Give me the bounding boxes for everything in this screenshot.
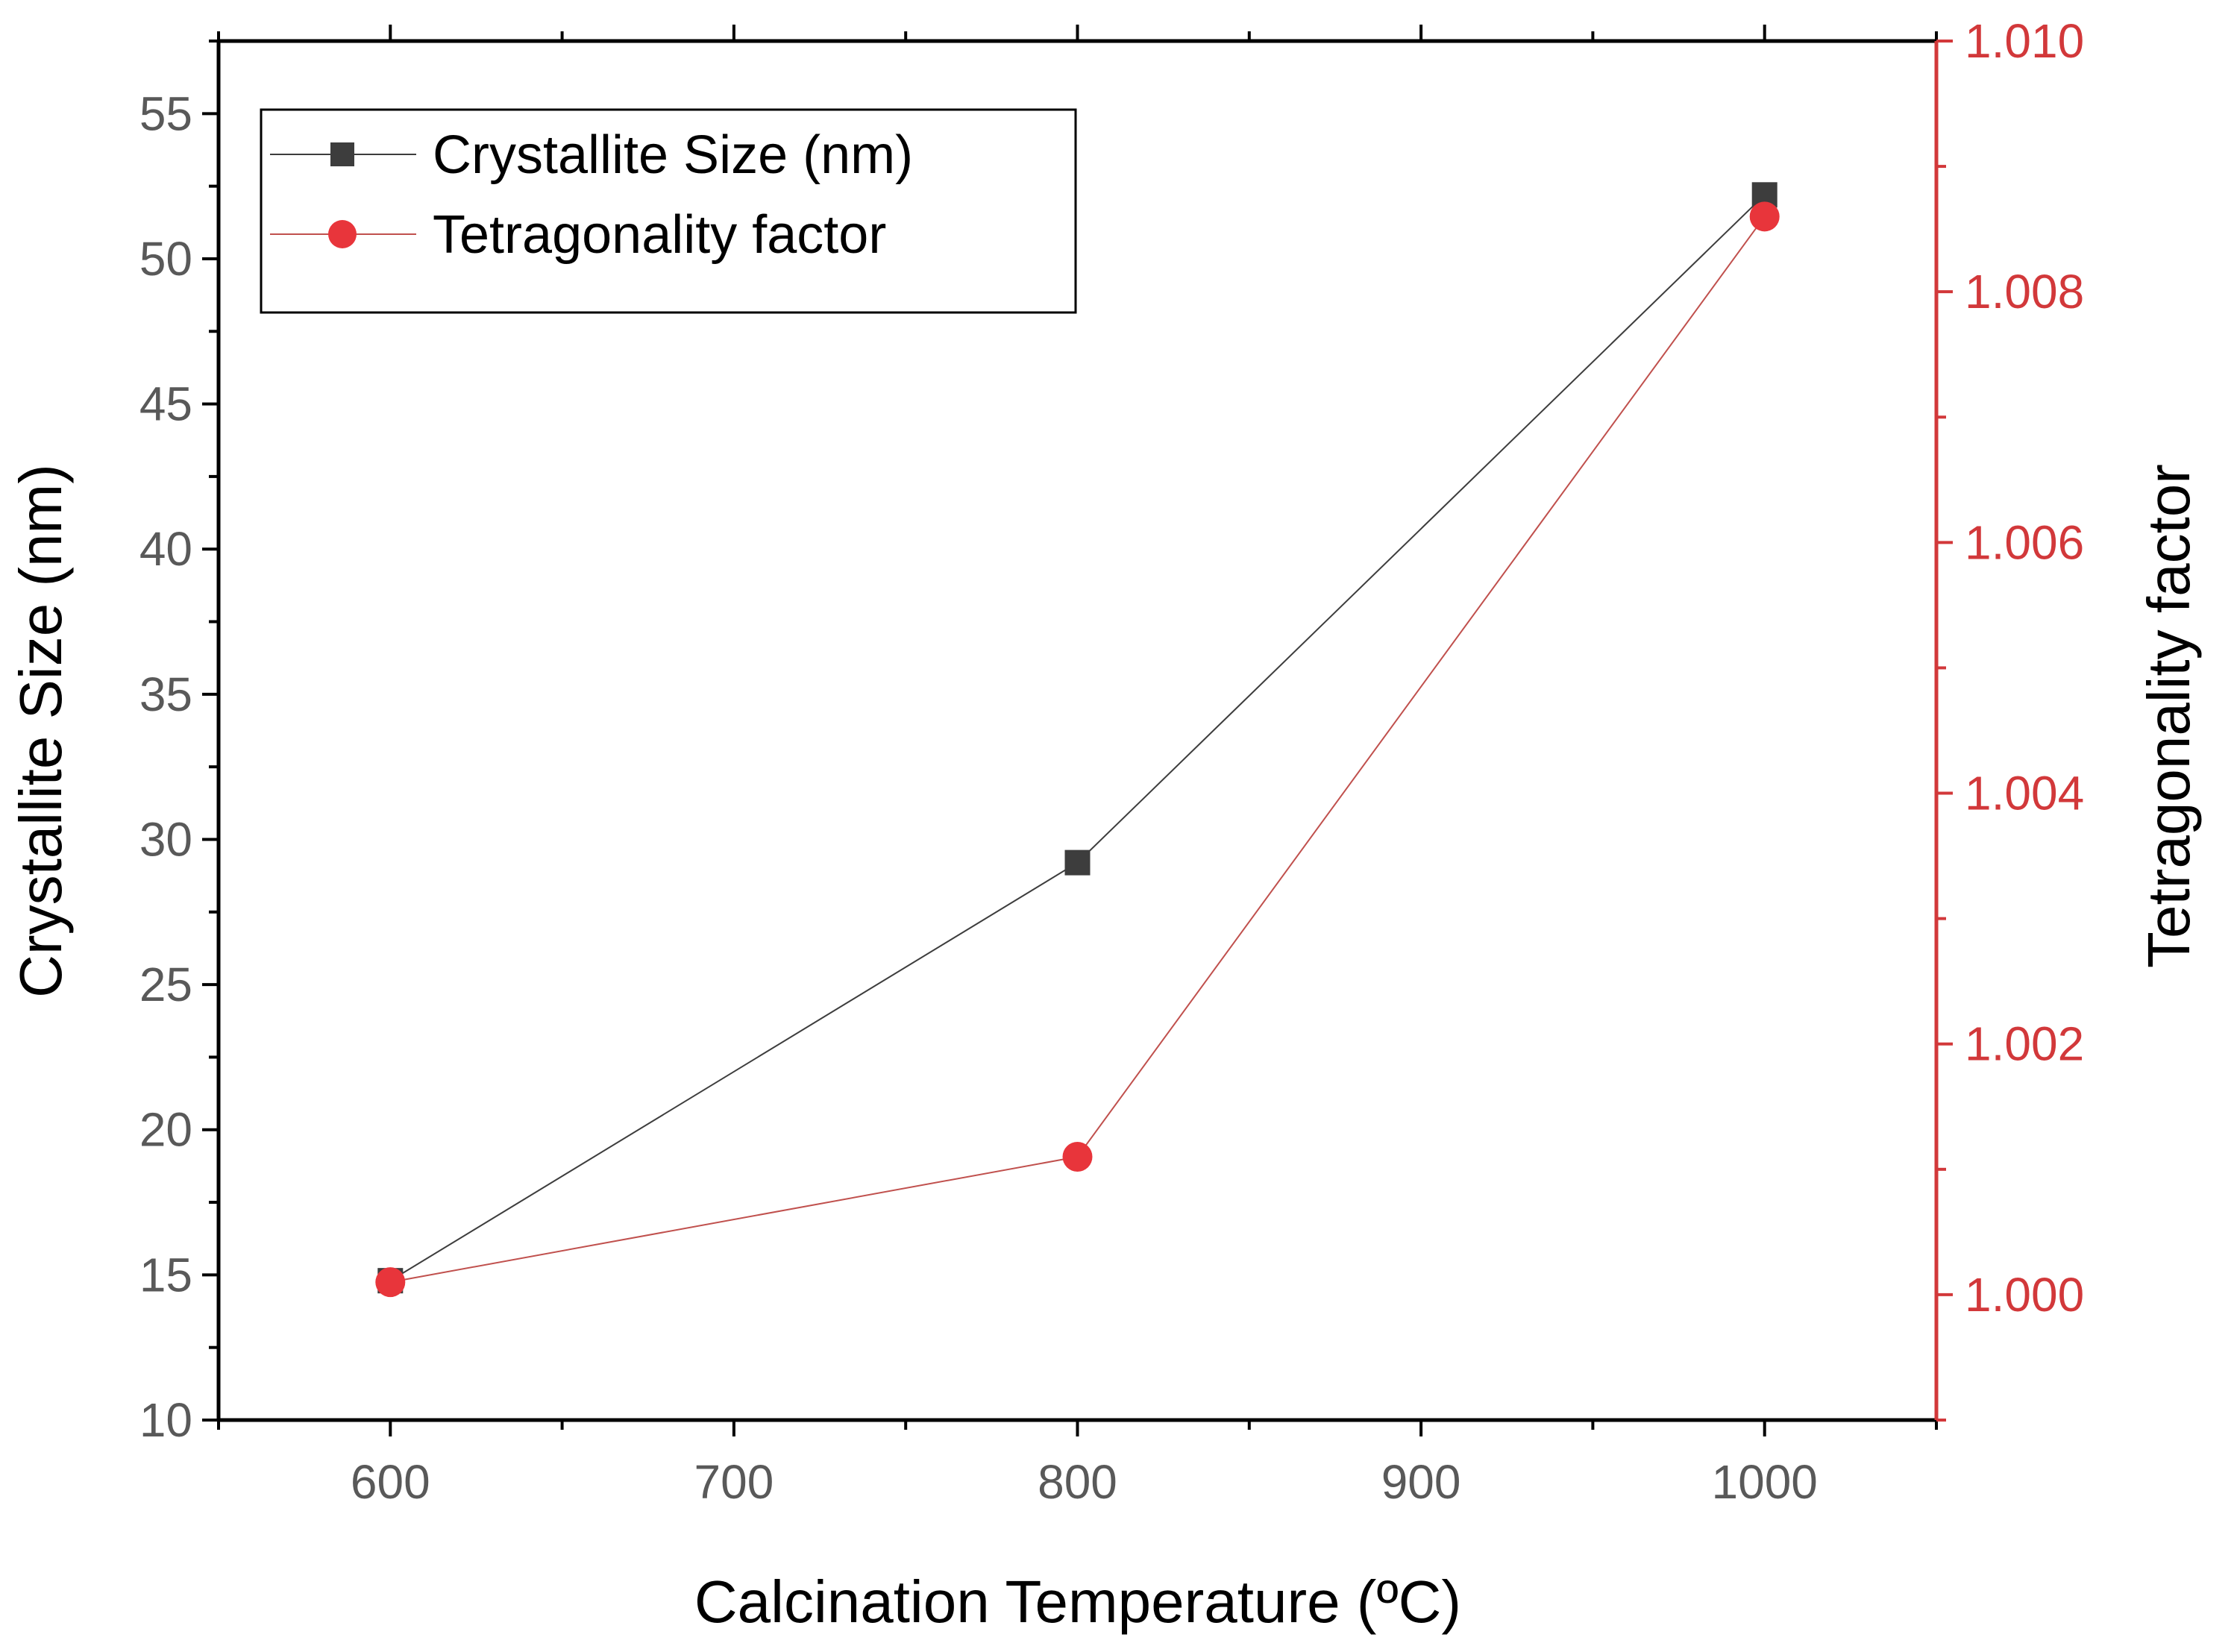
left-tick-label: 40	[139, 522, 192, 576]
legend-label-tetragonality: Tetragonality factor	[433, 205, 886, 265]
right-tick-label: 1.004	[1965, 767, 2084, 820]
data-point-tetragonality	[375, 1267, 406, 1298]
data-point-crystallite	[1064, 849, 1091, 876]
legend-box	[260, 108, 1077, 314]
right-tick-label: 1.002	[1965, 1017, 2084, 1071]
legend: Crystallite Size (nm) Tetragonality fact…	[260, 108, 1077, 314]
left-tick-label: 30	[139, 812, 192, 866]
x-tick-label: 1000	[1712, 1455, 1818, 1509]
left-tick-label: 45	[139, 377, 192, 431]
right-tick-label: 1.008	[1965, 265, 2084, 318]
right-axis-ticks: 1.000 1.002 1.004 1.006 1.008 1.010	[1936, 14, 2084, 1422]
x-axis-title: Calcination Temperature (ºC)	[694, 1568, 1461, 1635]
left-axis-title: Crystallite Size (nm)	[7, 464, 74, 998]
x-tick-label: 900	[1381, 1455, 1461, 1509]
series-line-0	[389, 194, 1766, 1282]
right-tick-label: 1.000	[1965, 1268, 2084, 1322]
series-layer	[375, 182, 1780, 1298]
left-tick-label: 50	[139, 232, 192, 286]
x-tick-label: 800	[1038, 1455, 1117, 1509]
x-tick-label: 700	[694, 1455, 774, 1509]
right-tick-label: 1.010	[1965, 14, 2084, 68]
left-tick-label: 35	[139, 668, 192, 721]
left-tick-label: 55	[139, 87, 192, 140]
legend-marker-square	[330, 142, 354, 166]
left-axis-ticks: 10 15 20 25 30 35 40 45 50 55	[139, 40, 219, 1447]
right-tick-label: 1.006	[1965, 515, 2084, 569]
legend-label-crystallite: Crystallite Size (nm)	[433, 125, 913, 185]
data-point-tetragonality	[1062, 1142, 1093, 1172]
x-axis-ticks: 600 700 800 900 1000	[217, 25, 1938, 1509]
left-tick-label: 25	[139, 958, 192, 1011]
left-tick-label: 20	[139, 1103, 192, 1157]
legend-marker-circle	[328, 220, 357, 248]
series-line-1	[390, 216, 1766, 1284]
data-point-tetragonality	[1749, 201, 1780, 232]
right-axis-title: Tetragonality factor	[2136, 464, 2202, 968]
x-tick-label: 600	[351, 1455, 430, 1509]
left-tick-label: 15	[139, 1248, 192, 1301]
left-tick-label: 10	[139, 1393, 192, 1447]
